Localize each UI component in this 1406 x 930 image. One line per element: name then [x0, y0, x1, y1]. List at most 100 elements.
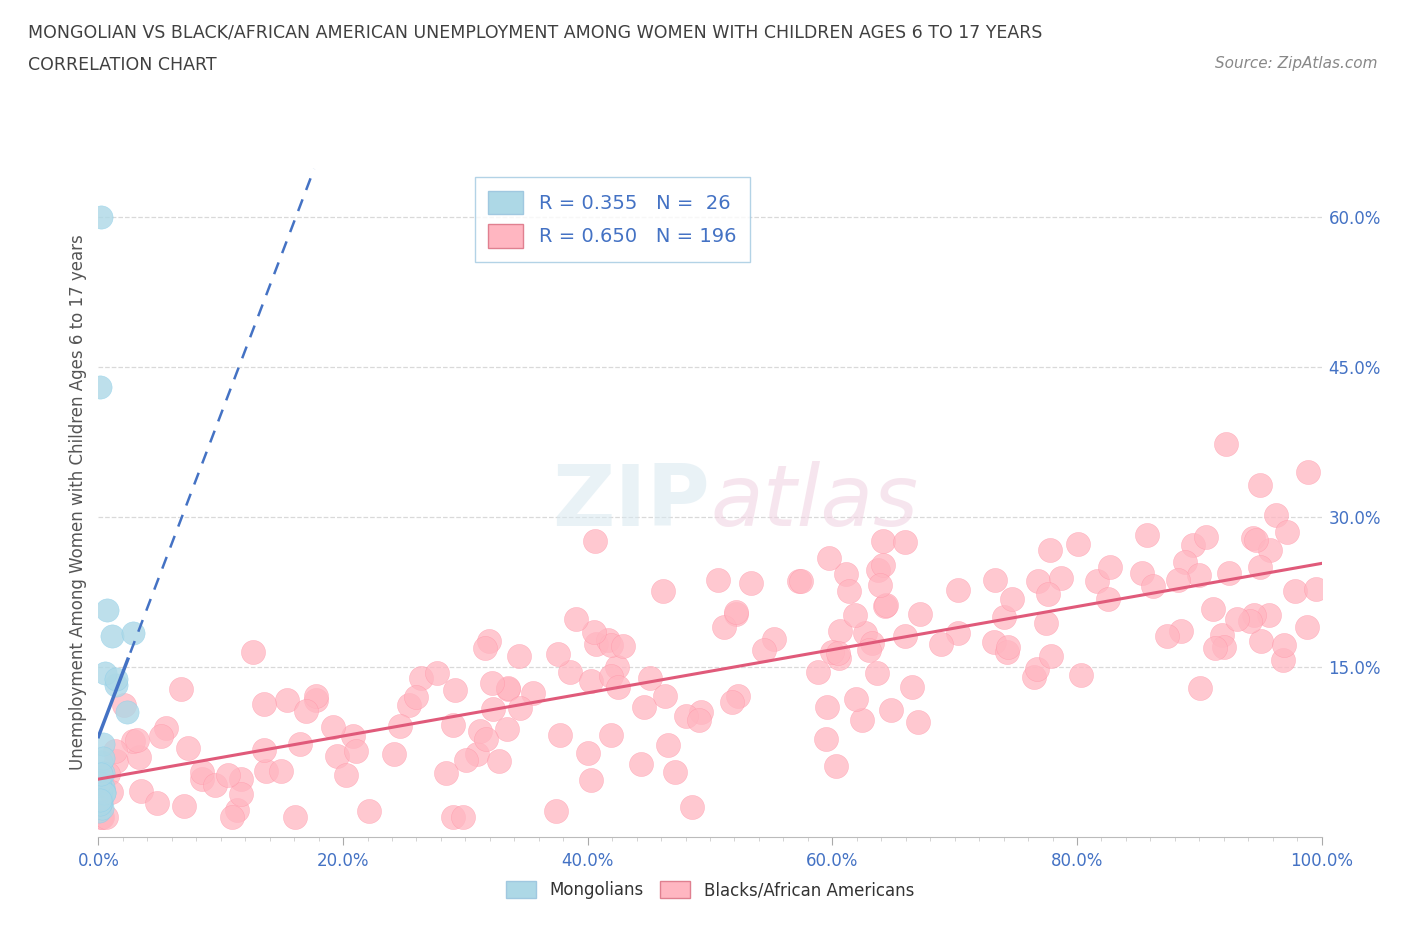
Point — [1296, 465, 1319, 480]
Point — [1039, 543, 1062, 558]
Point — [91, 765, 114, 780]
Point — [146, 796, 169, 811]
Point — [1085, 574, 1108, 589]
Point — [1189, 681, 1212, 696]
Point — [633, 700, 655, 715]
Point — [657, 737, 679, 752]
Point — [583, 534, 606, 549]
Point — [1243, 607, 1265, 622]
Point — [221, 810, 243, 825]
Point — [600, 638, 623, 653]
Point — [868, 563, 890, 578]
Point — [409, 671, 432, 685]
Point — [509, 700, 531, 715]
Point — [585, 636, 607, 651]
Point — [1050, 571, 1073, 586]
Point — [929, 636, 952, 651]
Point — [474, 641, 496, 656]
Point — [579, 772, 602, 787]
Point — [481, 676, 503, 691]
Point — [90, 801, 112, 816]
Point — [104, 743, 127, 758]
Point — [475, 731, 498, 746]
Text: CORRELATION CHART: CORRELATION CHART — [28, 56, 217, 73]
Point — [600, 727, 623, 742]
Point — [229, 772, 252, 787]
Point — [579, 673, 602, 688]
Point — [872, 534, 894, 549]
Point — [389, 719, 412, 734]
Text: atlas: atlas — [710, 460, 918, 544]
Point — [90, 210, 112, 225]
Point — [908, 606, 931, 621]
Point — [91, 810, 114, 825]
Point — [834, 566, 856, 581]
Point — [284, 810, 307, 825]
Point — [1022, 670, 1045, 684]
Point — [901, 679, 924, 694]
Point — [1218, 565, 1240, 580]
Point — [983, 635, 1005, 650]
Point — [454, 752, 477, 767]
Point — [488, 754, 510, 769]
Point — [844, 607, 866, 622]
Point — [762, 632, 785, 647]
Point — [1026, 661, 1049, 676]
Point — [606, 679, 628, 694]
Point — [1250, 633, 1272, 648]
Point — [112, 698, 135, 712]
Point — [131, 784, 153, 799]
Point — [344, 744, 367, 759]
Point — [815, 699, 838, 714]
Point — [1249, 477, 1271, 492]
Point — [253, 697, 276, 711]
Point — [1167, 572, 1189, 587]
Point — [121, 734, 143, 749]
Point — [827, 645, 849, 660]
Point — [681, 800, 703, 815]
Point — [1284, 583, 1306, 598]
Point — [467, 746, 489, 761]
Point — [1142, 579, 1164, 594]
Point — [122, 626, 145, 641]
Point — [253, 742, 276, 757]
Point — [90, 810, 112, 825]
Point — [713, 619, 735, 634]
Point — [496, 682, 519, 697]
Point — [226, 803, 249, 817]
Point — [630, 757, 652, 772]
Point — [1001, 591, 1024, 606]
Point — [790, 573, 813, 588]
Legend: Mongolians, Blacks/African Americans: Mongolians, Blacks/African Americans — [499, 874, 921, 906]
Point — [191, 764, 214, 779]
Point — [90, 791, 112, 806]
Point — [558, 664, 581, 679]
Text: Source: ZipAtlas.com: Source: ZipAtlas.com — [1215, 56, 1378, 71]
Point — [1246, 532, 1268, 547]
Point — [254, 763, 277, 777]
Point — [87, 804, 110, 818]
Point — [596, 633, 619, 648]
Point — [787, 573, 810, 588]
Point — [96, 603, 118, 618]
Point — [204, 777, 226, 792]
Point — [1241, 530, 1264, 545]
Point — [1039, 649, 1062, 664]
Text: ZIP: ZIP — [553, 460, 710, 544]
Point — [87, 790, 110, 805]
Point — [845, 691, 868, 706]
Point — [1026, 573, 1049, 588]
Point — [1188, 567, 1211, 582]
Point — [869, 578, 891, 592]
Point — [1097, 592, 1119, 607]
Point — [304, 688, 326, 703]
Point — [1239, 614, 1261, 629]
Point — [948, 583, 970, 598]
Point — [1195, 530, 1218, 545]
Point — [740, 576, 762, 591]
Point — [177, 740, 200, 755]
Point — [654, 688, 676, 703]
Point — [100, 784, 122, 799]
Point — [173, 799, 195, 814]
Point — [398, 698, 420, 712]
